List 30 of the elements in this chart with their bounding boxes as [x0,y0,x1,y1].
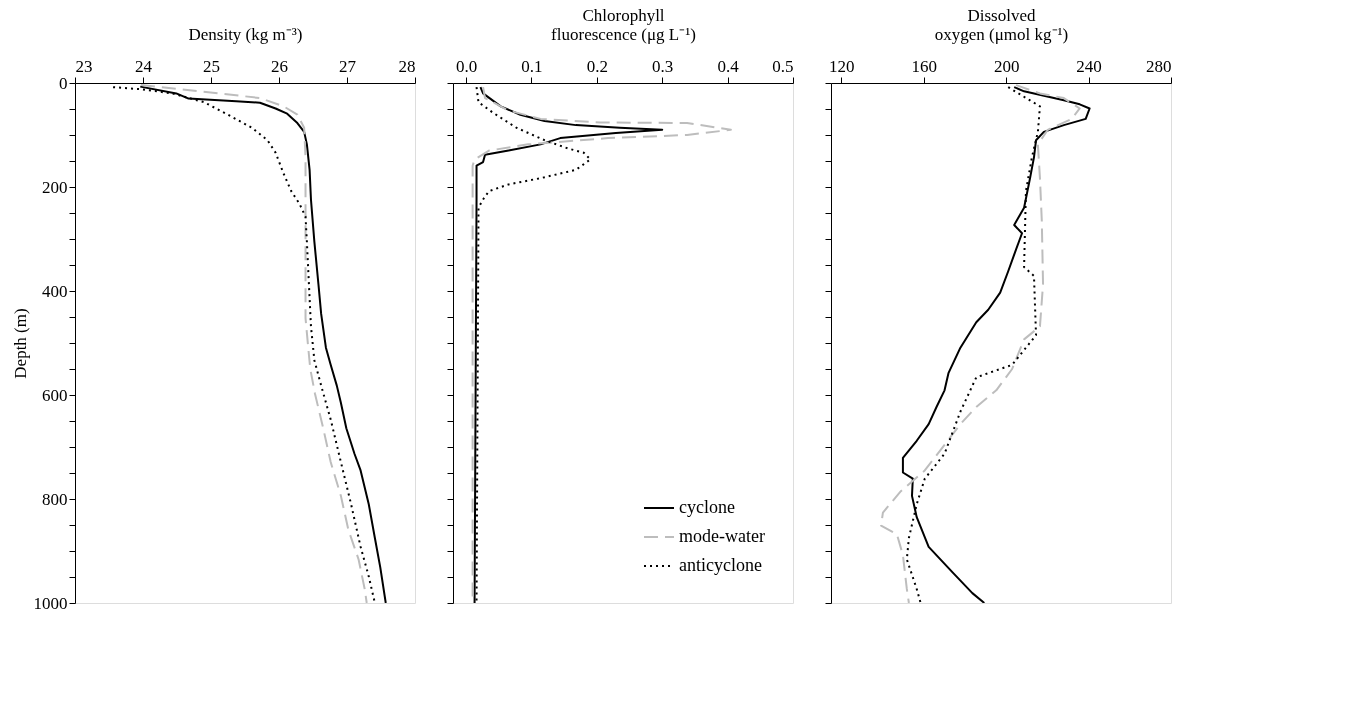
x-tick-label: 0.0 [455,56,478,76]
x-tick-label: 0.1 [521,56,543,76]
x-tick-label: 0.2 [586,56,608,76]
x-axis-title: Density (kg m⁻³) [188,24,303,44]
x-axis-title: Chlorophyll fluorescence (μg L⁻¹) [551,5,696,44]
x-tick-label: 24 [135,56,153,76]
x-tick-label: 23 [75,56,93,76]
x-tick-label: 160 [911,56,937,76]
x-tick-label: 0.3 [652,56,674,76]
x-axis-title: Dissolved oxygen (μmol kg⁻¹) [934,5,1069,44]
x-tick-label: 240 [1076,56,1102,76]
y-tick-label: 400 [42,281,68,301]
y-tick-label: 0 [59,73,68,93]
x-tick-label: 26 [271,56,288,76]
y-axis-title: Depth (m) [10,308,30,379]
legend-label: cyclone [679,497,735,517]
x-tick-label: 0.4 [717,56,740,76]
x-tick-label: 280 [1146,56,1172,76]
legend-label: mode-water [679,526,765,546]
y-tick-label: 1000 [33,593,68,613]
x-tick-label: 200 [993,56,1020,76]
y-tick-label: 600 [42,385,68,405]
legend-label: anticyclone [679,555,762,575]
x-tick-label: 0.5 [772,56,794,76]
x-tick-label: 120 [829,56,855,76]
x-tick-label: 27 [339,56,357,76]
y-tick-label: 800 [42,489,68,509]
y-tick-label: 200 [42,177,68,197]
x-tick-label: 28 [398,56,416,76]
x-tick-label: 25 [203,56,220,76]
